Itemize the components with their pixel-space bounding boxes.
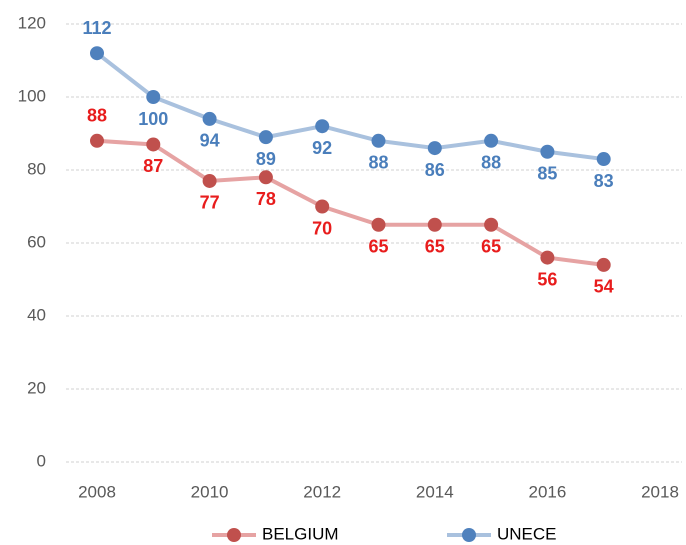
data-label: 83 [594,171,614,191]
data-label: 65 [368,237,388,257]
data-point [90,46,104,61]
x-tick-label: 2012 [303,482,341,501]
data-label: 85 [537,164,557,184]
data-point [258,170,273,185]
data-label: 77 [200,193,220,213]
data-point [540,144,555,159]
data-label: 88 [368,153,388,173]
legend-label: UNECE [497,524,557,543]
data-label: 54 [594,277,614,297]
legend-label: BELGIUM [262,524,339,543]
data-point [596,152,611,167]
x-tick-label: 2016 [528,482,566,501]
data-point [315,119,330,134]
series-line [95,51,604,162]
legend-marker [227,528,241,542]
data-point [371,133,386,148]
data-label: 56 [537,269,557,289]
data-point [484,217,499,232]
y-tick-label: 0 [37,451,46,470]
data-label: 88 [481,153,501,173]
y-tick-label: 100 [18,86,46,105]
data-label: 86 [425,160,445,180]
y-tick-label: 40 [27,305,46,324]
x-tick-label: 2010 [191,482,229,501]
data-point [484,133,499,148]
data-label: 92 [312,138,332,158]
y-tick-label: 60 [27,232,46,251]
data-point [596,257,611,272]
data-label: 100 [138,109,168,129]
data-point [202,111,217,126]
data-point [258,130,273,145]
legend-marker [462,528,476,542]
x-tick-label: 2008 [78,482,116,501]
data-label: 78 [256,189,276,209]
y-tick-label: 20 [27,378,46,397]
data-point [146,90,161,104]
data-label: 112 [82,18,111,38]
data-point [146,137,161,152]
data-point [371,217,386,232]
data-point [540,250,555,265]
data-label: 65 [425,237,445,257]
y-tick-label: 80 [27,159,46,178]
data-label: 94 [200,131,220,151]
series-line [96,138,604,267]
x-tick-label: 2014 [416,482,454,501]
data-label: 87 [143,156,163,176]
data-label: 70 [312,218,332,238]
x-tick-label: 2018 [641,482,679,501]
data-point [90,133,104,148]
data-label: 65 [481,237,501,257]
data-point [202,173,217,188]
data-point [427,217,442,232]
y-tick-label: 120 [18,13,46,32]
data-point [427,141,442,156]
data-point [315,199,330,214]
data-label: 88 [87,106,107,126]
data-label: 89 [256,149,276,169]
